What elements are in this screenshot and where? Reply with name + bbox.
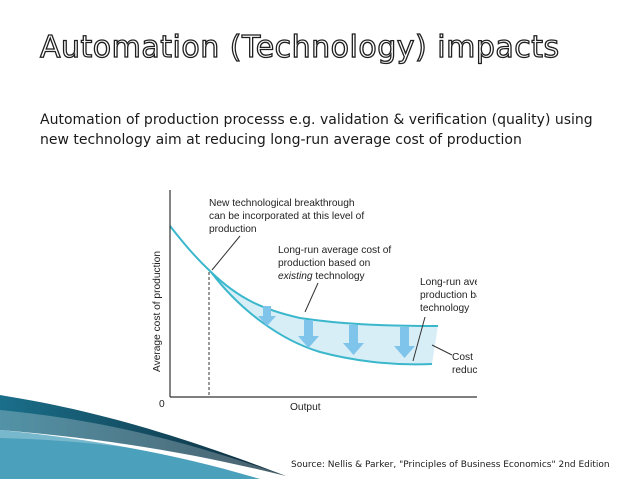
y-axis-label: Average cost of production	[152, 251, 163, 372]
existing-pointer	[304, 282, 319, 313]
annotation-new: Long-run average cost of production base…	[420, 277, 477, 314]
decorative-swoosh	[0, 395, 286, 479]
x-axis-label: Output	[290, 402, 321, 413]
new-technology-curve	[210, 271, 433, 366]
reduction-arrows	[258, 306, 415, 358]
reduction-arrow	[394, 327, 415, 358]
annotation-breakthrough: New technological breakthrough can be in…	[209, 198, 367, 235]
origin-label: 0	[159, 399, 165, 410]
cost-reduction-region	[211, 272, 438, 365]
intro-text: Automation of production processs e.g. v…	[40, 112, 593, 148]
breakthrough-pointer	[211, 235, 241, 271]
annotation-existing: Long-run average cost of production base…	[278, 245, 394, 282]
reduction-arrow	[343, 325, 364, 355]
cost-diagram: New technological breakthrough can be in…	[152, 190, 477, 413]
new-pointer	[412, 316, 426, 362]
source-citation: Source: Nellis & Parker, "Principles of …	[291, 460, 610, 470]
annotation-cost-reduction: Cost reduction	[452, 352, 477, 376]
reduction-arrow	[298, 320, 319, 348]
reduction-pointer	[431, 344, 453, 356]
slide-title: Automation (Technology) impacts	[39, 29, 560, 65]
reduction-arrow	[258, 306, 276, 326]
